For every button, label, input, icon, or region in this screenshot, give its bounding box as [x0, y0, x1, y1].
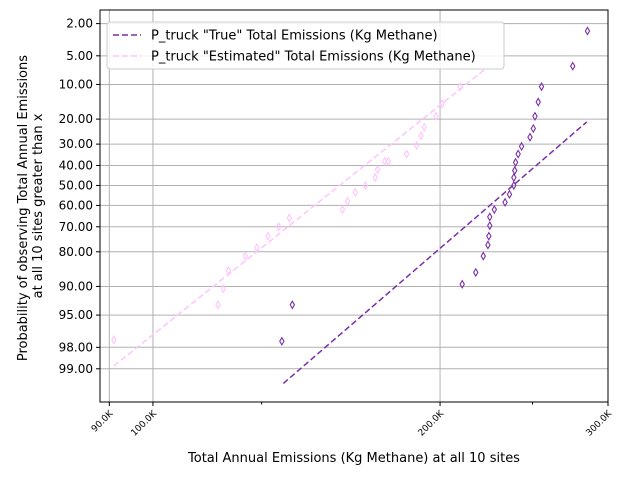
y-tick-label: 20.00: [59, 112, 93, 126]
series-1-point: [215, 300, 221, 310]
legend-box: [106, 21, 505, 70]
series-0-point: [506, 189, 513, 200]
series-1-point: [382, 156, 388, 167]
series-0-point: [569, 61, 576, 71]
series-1-point: [403, 149, 410, 159]
series-1: [111, 65, 490, 367]
y-axis-label: Probability of observing Total Annual Em…: [16, 51, 46, 361]
series-1-point: [413, 140, 420, 150]
y-tick-label: 98.00: [59, 340, 93, 354]
series-0-point: [512, 157, 519, 168]
y-tick-label: 50.00: [59, 178, 93, 192]
legend: P_truck "True" Total Emissions (Kg Metha…: [106, 21, 505, 70]
series-1-point: [418, 131, 424, 141]
series-0-point: [515, 149, 521, 159]
plot-frame: [99, 9, 609, 403]
series-0-point: [530, 123, 537, 134]
series-1-point: [265, 231, 271, 241]
series-1-point: [339, 204, 346, 215]
series-1-point: [254, 242, 260, 253]
series-1-point: [344, 196, 351, 207]
series-0-point: [532, 111, 538, 121]
series-0-point: [473, 267, 479, 278]
series-1-point: [374, 164, 381, 175]
series-0-point: [459, 279, 465, 289]
series-1-point: [220, 284, 226, 294]
series-0-point: [487, 212, 493, 222]
legend-label-1: P_truck "Estimated" Total Emissions (Kg …: [151, 50, 476, 65]
series-0: [279, 26, 591, 384]
series-1-point: [286, 213, 293, 223]
series-1-point: [433, 111, 439, 121]
series-0-point: [491, 204, 498, 215]
series-0-point: [485, 240, 491, 250]
series-1-point: [111, 335, 117, 345]
y-tick-label: 90.00: [59, 279, 93, 293]
series-1-point: [352, 187, 359, 198]
series-0-point: [279, 336, 285, 346]
series-1-point: [372, 172, 378, 183]
y-tick-label: 70.00: [59, 220, 93, 234]
y-tick-label: 95.00: [59, 308, 93, 322]
series-0-point: [511, 165, 518, 176]
series-1-point: [242, 251, 249, 261]
series-0-point: [518, 141, 525, 152]
y-tick-label: 5.00: [66, 49, 93, 63]
y-axis-label-line-2: at all 10 sites greater than x: [31, 113, 46, 298]
series-0-point: [511, 180, 517, 191]
series-1-fit-line: [113, 65, 490, 367]
y-tick-label: 10.00: [59, 77, 93, 91]
series-1-point: [385, 156, 392, 167]
series-1-point: [225, 265, 232, 276]
series-0-point: [289, 300, 296, 310]
series-0-point: [535, 97, 541, 107]
y-tick-label: 99.00: [59, 362, 93, 376]
legend-label-0: P_truck "True" Total Emissions (Kg Metha…: [151, 29, 438, 44]
y-axis: 2.00 5.00 10.00 20.00 30.00 40.00 50.00 60.00 70…: [59, 17, 100, 376]
y-tick-label: 40.00: [59, 158, 93, 172]
series-1-point: [276, 222, 282, 232]
x-axis-label: Total Annual Emissions (Kg Methane) at a…: [187, 451, 520, 466]
series-layer: [111, 26, 591, 384]
series-0-point: [511, 172, 517, 183]
series-0-point: [527, 132, 533, 142]
series-0-point: [584, 26, 591, 36]
series-0-point: [487, 220, 493, 231]
series-0-fit-line: [282, 121, 588, 384]
y-tick-label: 60.00: [59, 198, 93, 212]
series-1-point: [421, 122, 427, 132]
y-tick-label: 30.00: [59, 137, 93, 151]
y-tick-label: 2.00: [66, 17, 93, 31]
series-1-point: [439, 99, 445, 109]
series-0-point: [538, 81, 545, 92]
series-0-point: [486, 231, 492, 241]
series-0-point: [480, 251, 487, 261]
series-1-point: [457, 81, 463, 92]
series-1-point: [362, 180, 369, 191]
y-axis-label-line-1: Probability of observing Total Annual Em…: [16, 55, 31, 361]
y-tick-label: 80.00: [59, 245, 93, 259]
series-0-point: [502, 197, 508, 208]
